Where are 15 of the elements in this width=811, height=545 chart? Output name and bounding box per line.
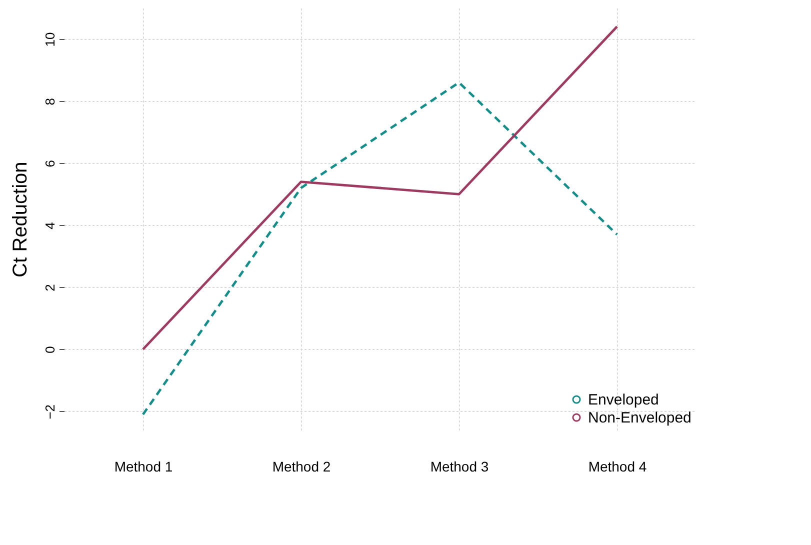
legend-label: Non-Enveloped (588, 410, 692, 426)
y-tick-label: 8 (42, 98, 58, 106)
y-tick-label: 10 (42, 32, 58, 47)
x-tick-label: Method 4 (588, 458, 647, 474)
x-tick-label: Method 2 (272, 458, 331, 474)
y-axis-title: Ct Reduction (10, 162, 32, 278)
y-tick-label: 6 (42, 160, 58, 168)
y-tick-label: −2 (42, 404, 58, 420)
line-series (142, 25, 618, 351)
x-tick-label: Method 3 (430, 458, 489, 474)
y-tick-label: 0 (42, 346, 58, 354)
legend-label: Enveloped (588, 392, 659, 408)
x-tick-label: Method 1 (114, 458, 173, 474)
y-tick-label: 2 (42, 284, 58, 292)
y-tick-label: 4 (42, 222, 58, 230)
